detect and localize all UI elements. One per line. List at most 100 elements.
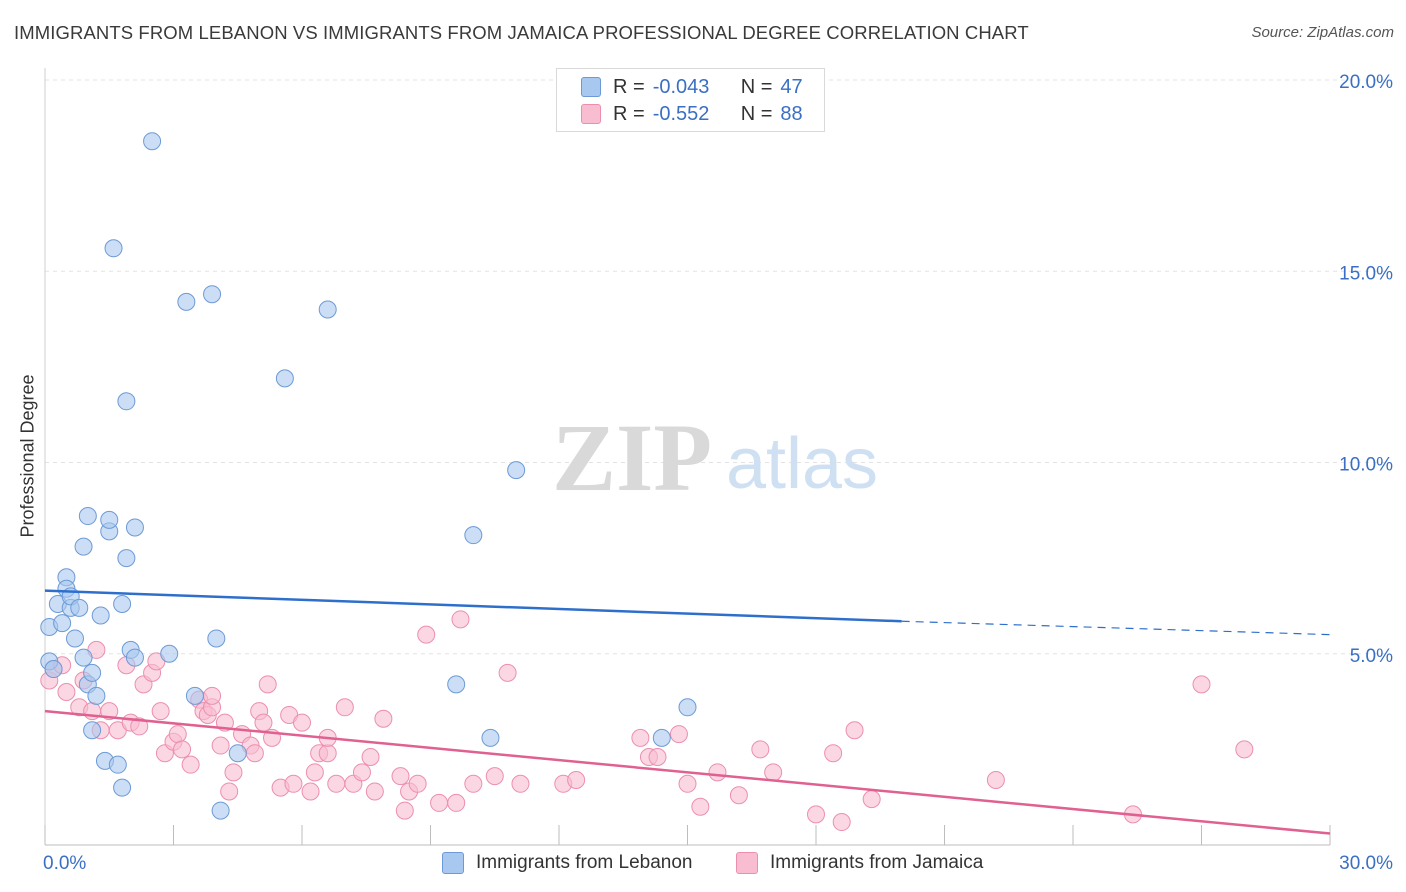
- lebanon-point: [207, 629, 226, 648]
- lebanon-legend-swatch: [442, 852, 464, 874]
- y-tick-label: 15.0%: [1339, 263, 1393, 284]
- jamaica-point: [678, 774, 697, 793]
- jamaica-point: [631, 728, 650, 747]
- jamaica-point: [451, 610, 470, 629]
- n-value-jamaica: 88: [780, 102, 803, 125]
- jamaica-point: [807, 805, 825, 824]
- legend-row-lebanon: R = -0.043 N = 47: [581, 74, 803, 100]
- lebanon-point: [185, 686, 204, 705]
- jamaica-point: [327, 774, 346, 793]
- jamaica-point: [1192, 675, 1211, 694]
- jamaica-legend-swatch: [736, 852, 758, 874]
- lebanon-point: [87, 686, 106, 705]
- jamaica-point: [374, 709, 393, 728]
- jamaica-point: [361, 748, 380, 767]
- jamaica-point: [284, 774, 303, 793]
- lebanon-point: [652, 728, 671, 747]
- n-value-lebanon: 47: [780, 75, 803, 98]
- jamaica-point: [764, 763, 783, 782]
- correlation-legend: R = -0.043 N = 47 R = -0.552 N = 88: [556, 68, 825, 132]
- lebanon-point: [117, 392, 136, 411]
- jamaica-point: [832, 813, 851, 832]
- r-value-lebanon: -0.043: [652, 75, 710, 98]
- y-axis-label: Professional Degree: [17, 374, 38, 538]
- jamaica-point: [245, 744, 264, 763]
- jamaica-point: [352, 763, 371, 782]
- jamaica-point: [224, 763, 243, 782]
- lebanon-point: [447, 675, 466, 694]
- r-label: R =: [613, 75, 645, 98]
- jamaica-point: [203, 686, 222, 705]
- jamaica-point: [862, 790, 881, 809]
- y-tick-label: 20.0%: [1339, 72, 1393, 93]
- legend-row-jamaica: R = -0.552 N = 88: [581, 101, 803, 127]
- jamaica-point: [254, 713, 273, 732]
- axes: [44, 68, 1331, 846]
- jamaica-point: [485, 767, 504, 786]
- jamaica-point: [391, 767, 410, 786]
- y-tick-label: 10.0%: [1339, 455, 1393, 476]
- jamaica-point: [464, 774, 483, 793]
- jamaica-point: [305, 763, 324, 782]
- lebanon-point: [678, 698, 697, 717]
- lebanon-point: [228, 744, 247, 763]
- source-note: Source: ZipAtlas.com: [1251, 24, 1394, 41]
- lebanon-point: [91, 606, 110, 625]
- lebanon-point: [117, 549, 136, 568]
- lebanon-trend-line: [44, 589, 902, 623]
- jamaica-point: [168, 725, 187, 744]
- watermark: ZIP atlas: [552, 404, 878, 511]
- jamaica-point: [824, 744, 843, 763]
- jamaica-point: [100, 702, 119, 721]
- x-tick-label: 30.0%: [1339, 853, 1393, 874]
- jamaica-point: [986, 770, 1005, 789]
- grid-lines: [45, 79, 1390, 655]
- lebanon-point: [70, 598, 89, 617]
- lebanon-point: [125, 648, 144, 667]
- lebanon-point: [53, 614, 72, 633]
- jamaica-point: [220, 782, 239, 801]
- jamaica-point: [211, 736, 230, 755]
- jamaica-point: [130, 717, 149, 736]
- jamaica-point: [57, 683, 76, 701]
- tick-labels: 5.0% 10.0% 15.0% 20.0% 0.0% 30.0%: [43, 72, 1393, 874]
- r-label: R =: [613, 102, 645, 125]
- jamaica-point: [181, 755, 200, 774]
- lebanon-trend-extension: [901, 620, 1331, 636]
- trend-lines: [44, 589, 1331, 835]
- jamaica-point: [669, 725, 688, 744]
- lebanon-point: [113, 778, 132, 797]
- jamaica-point: [845, 721, 864, 740]
- lebanon-point: [113, 595, 132, 614]
- jamaica-point: [1235, 740, 1254, 759]
- lebanon-point: [65, 629, 84, 648]
- lebanon-point: [464, 526, 483, 545]
- lebanon-point: [481, 728, 500, 747]
- lebanon-point: [74, 537, 93, 556]
- n-label: N =: [740, 102, 773, 125]
- bottom-legend-jamaica: Immigrants from Jamaica: [736, 852, 983, 874]
- jamaica-point: [751, 740, 770, 759]
- jamaica-point: [691, 797, 710, 816]
- lebanon-point: [108, 755, 127, 774]
- jamaica-point: [511, 774, 530, 793]
- jamaica-point: [430, 793, 449, 812]
- jamaica-point: [335, 698, 354, 717]
- r-value-jamaica: -0.552: [652, 102, 710, 125]
- jamaica-point: [395, 801, 414, 820]
- watermark-zip: ZIP: [552, 404, 712, 511]
- lebanon-point: [100, 510, 119, 529]
- lebanon-swatch: [581, 77, 601, 97]
- jamaica-point: [567, 770, 586, 789]
- jamaica-point: [498, 663, 517, 682]
- jamaica-legend-label: Immigrants from Jamaica: [770, 852, 984, 873]
- lebanon-point: [83, 721, 102, 740]
- lebanon-point: [78, 507, 97, 526]
- n-label: N =: [740, 75, 773, 98]
- lebanon-point: [83, 663, 102, 682]
- jamaica-point: [318, 744, 337, 763]
- lebanon-series: [40, 132, 697, 820]
- lebanon-point: [507, 461, 526, 480]
- y-tick-label: 5.0%: [1350, 646, 1393, 667]
